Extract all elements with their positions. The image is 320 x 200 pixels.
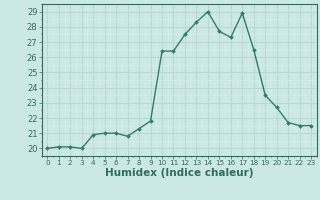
X-axis label: Humidex (Indice chaleur): Humidex (Indice chaleur) xyxy=(105,168,253,178)
